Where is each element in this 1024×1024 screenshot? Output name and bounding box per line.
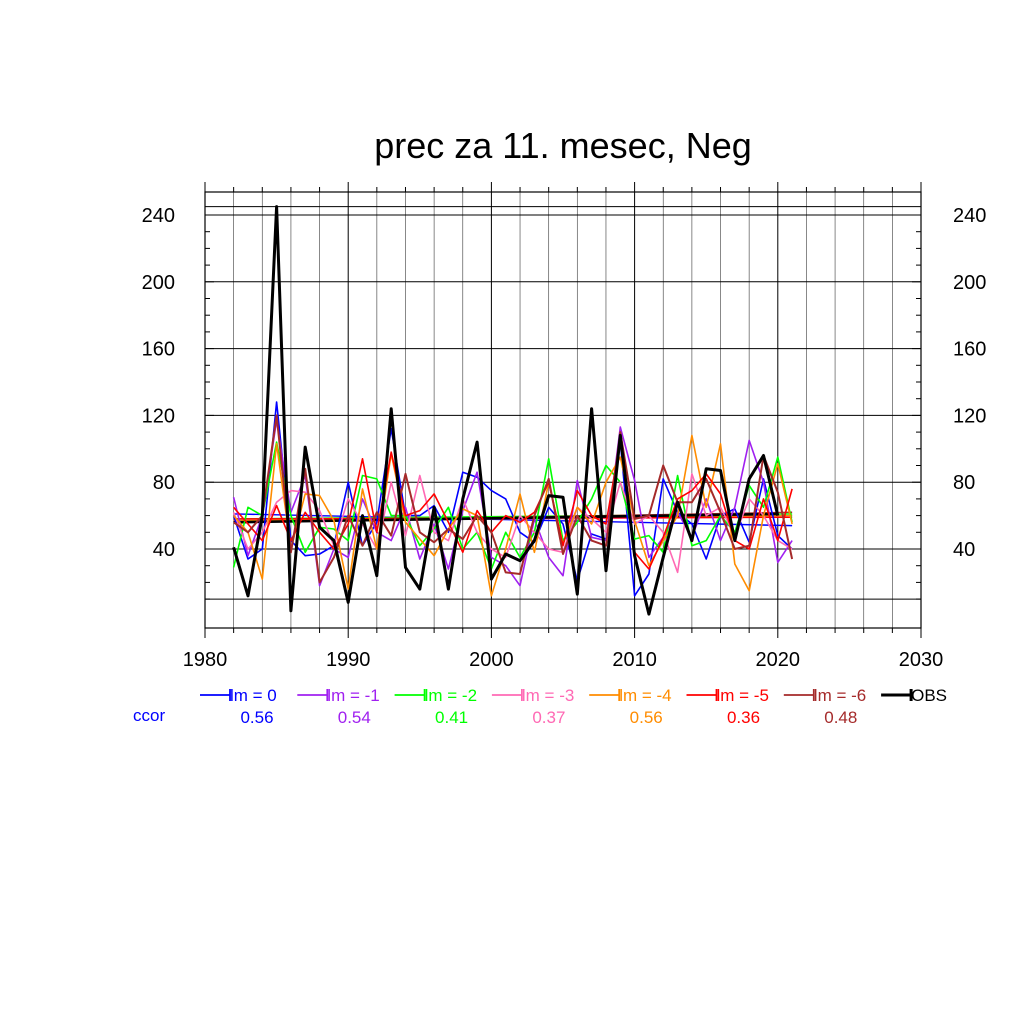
legend-label: lm = -4 (619, 686, 671, 705)
legend-label: lm = -2 (425, 686, 477, 705)
series-layer (232, 205, 794, 616)
x-tick-label: 2020 (756, 649, 801, 671)
ticks-layer (204, 182, 922, 638)
y-tick-label-right: 200 (953, 272, 986, 294)
ccor-label: ccor (133, 706, 165, 725)
y-tick-label-left: 80 (153, 472, 175, 494)
x-tick-label: 1980 (183, 649, 228, 671)
y-tick-label-left: 120 (142, 405, 175, 427)
legend-ccor-value: 0.56 (630, 708, 663, 727)
legend-ccor-value: 0.48 (824, 708, 857, 727)
y-tick-label-left: 240 (142, 205, 175, 227)
legend: lm = 0 0.56 lm = -1 0.54 lm = -2 0.41 lm = -3 0… (133, 686, 947, 727)
series-line (232, 401, 793, 597)
series-line (232, 205, 780, 616)
legend-label: lm = -5 (717, 686, 769, 705)
y-tick-label-right: 160 (953, 339, 986, 361)
y-tick-label-left: 160 (142, 339, 175, 361)
legend-ccor-value: 0.54 (338, 708, 371, 727)
chart-title: prec za 11. mesec, Neg (374, 125, 752, 166)
x-tick-label: 2010 (612, 649, 657, 671)
y-tick-label-right: 80 (953, 472, 975, 494)
series-line (232, 473, 793, 574)
series-line (232, 439, 793, 570)
series-line (232, 419, 793, 587)
y-tick-label-left: 200 (142, 272, 175, 294)
tick-labels-layer: 40 40 80 80 120 120 160 160 200 200 240 240 1980 1990… (142, 205, 987, 671)
y-tick-label-right: 240 (953, 205, 986, 227)
legend-label: lm = -3 (522, 686, 574, 705)
legend-ccor-value: 0.37 (532, 708, 565, 727)
legend-ccor-value: 0.41 (435, 708, 468, 727)
y-tick-label-left: 40 (153, 539, 175, 561)
legend-label: lm = 0 (230, 686, 277, 705)
legend-label: OBS (911, 686, 947, 705)
legend-ccor-value: 0.36 (727, 708, 760, 727)
x-tick-label: 1990 (326, 649, 371, 671)
y-tick-label-right: 120 (953, 405, 986, 427)
series-line (232, 434, 793, 597)
y-tick-label-right: 40 (953, 539, 975, 561)
series-line (233, 414, 794, 584)
legend-label: lm = -1 (327, 686, 379, 705)
x-tick-label: 2030 (899, 649, 944, 671)
legend-label: lm = -6 (814, 686, 866, 705)
x-tick-label: 2000 (469, 649, 514, 671)
legend-ccor-value: 0.56 (240, 708, 273, 727)
grid-layer (205, 192, 921, 628)
plot-frame (204, 191, 922, 629)
